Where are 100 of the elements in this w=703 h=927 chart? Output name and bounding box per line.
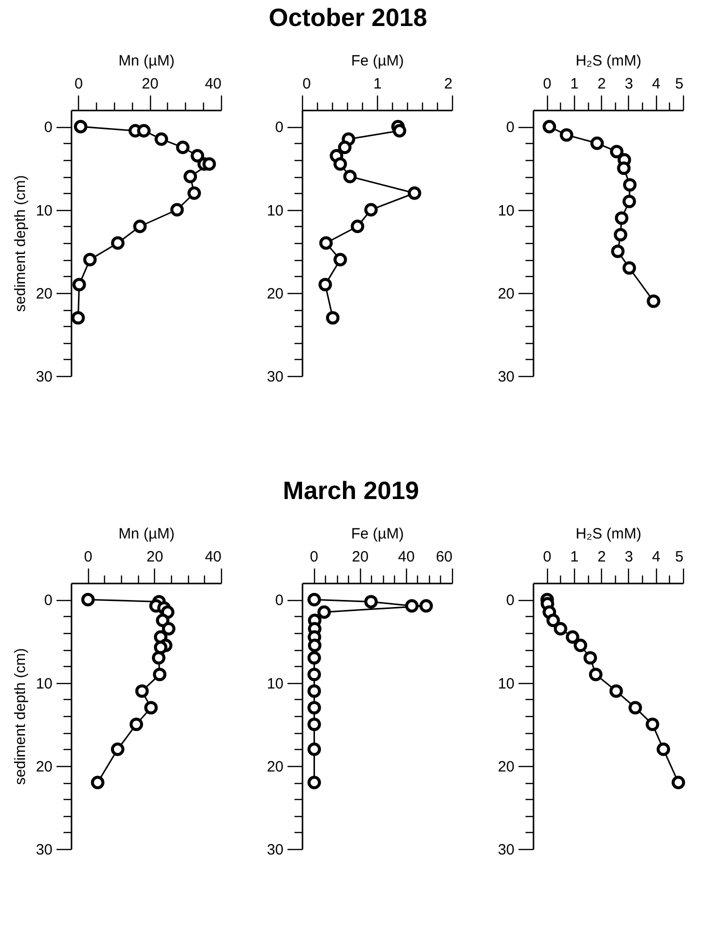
x-axis-title: H₂S (mM): [576, 52, 642, 70]
x-tick-label: 40: [398, 548, 415, 566]
x-tick-label: 0: [302, 76, 311, 92]
point: [111, 236, 125, 250]
y-tick-label: 0: [44, 119, 52, 136]
point: [554, 622, 568, 636]
point: [656, 742, 670, 756]
y-tick-label: 20: [266, 758, 284, 776]
x-tick-label: 1: [570, 548, 579, 566]
point: [72, 278, 86, 292]
y-tick-label: 0: [275, 592, 284, 610]
point: [326, 311, 340, 325]
point: [364, 203, 378, 216]
point: [71, 311, 85, 325]
point: [343, 170, 357, 184]
y-tick-label: 20: [498, 285, 514, 302]
point: [334, 157, 347, 171]
x-tick-label: 20: [146, 548, 164, 566]
point: [154, 640, 168, 654]
chart-title: October 2018: [268, 4, 428, 32]
y-tick-label: 0: [506, 592, 514, 610]
point: [152, 651, 166, 665]
point: [137, 124, 151, 138]
x-axis-title: Mn (µM): [118, 52, 175, 70]
point: [81, 592, 95, 606]
x-tick-label: 5: [675, 548, 684, 566]
x-tick-label: 40: [204, 548, 222, 566]
x-axis-title: Fe (µM): [351, 52, 404, 70]
y-tick-label: 10: [498, 202, 514, 220]
point: [614, 228, 628, 242]
point: [622, 261, 636, 275]
y-tick-label: 10: [36, 675, 52, 692]
point: [611, 244, 625, 258]
x-tick-label: 3: [624, 548, 634, 566]
point: [190, 148, 204, 162]
x-tick-label: 0: [542, 76, 552, 92]
point: [646, 718, 660, 732]
x-tick-label: 4: [652, 548, 660, 566]
point: [83, 252, 97, 266]
x-tick-label: 4: [652, 76, 660, 92]
x-tick-label: 0: [74, 76, 83, 92]
x-tick-label: 2: [598, 548, 606, 566]
point: [154, 132, 168, 146]
point: [74, 120, 88, 134]
point: [392, 124, 406, 138]
x-tick-label: 0: [542, 548, 552, 566]
point: [176, 140, 190, 154]
point: [623, 178, 637, 192]
point: [156, 614, 170, 628]
y-tick-label: 30: [266, 842, 284, 858]
point: [318, 278, 332, 292]
x-tick-label: 40: [204, 76, 222, 92]
point: [152, 668, 166, 682]
x-axis-title: H₂S (mM): [576, 526, 642, 542]
x-axis-title: Fe (µM): [351, 526, 404, 542]
point: [350, 220, 364, 234]
y-tick-label: 20: [498, 758, 514, 776]
point: [184, 170, 198, 184]
y-axis-title: sediment depth (cm): [12, 175, 29, 312]
point: [617, 161, 631, 175]
point: [628, 700, 642, 714]
x-tick-label: 1: [373, 76, 382, 92]
point: [338, 140, 352, 154]
y-tick-label: 30: [498, 368, 514, 386]
point: [90, 776, 104, 790]
y-tick-label: 0: [275, 119, 284, 136]
point: [542, 120, 556, 134]
x-tick-label: 1: [570, 76, 579, 92]
y-tick-label: 10: [36, 202, 52, 220]
point: [622, 194, 636, 208]
point: [584, 651, 598, 665]
y-axis-title: sediment depth (cm): [12, 648, 29, 785]
point: [574, 638, 588, 652]
chart-title: March 2019: [282, 477, 420, 505]
y-tick-label: 20: [36, 758, 52, 776]
x-tick-label: 5: [675, 76, 684, 92]
x-tick-label: 0: [84, 548, 92, 566]
y-tick-label: 30: [36, 368, 52, 386]
point: [646, 294, 660, 308]
point: [334, 252, 347, 266]
point: [110, 742, 124, 756]
point: [614, 211, 628, 225]
x-tick-label: 0: [310, 548, 318, 566]
y-tick-label: 0: [506, 119, 514, 136]
y-tick-label: 20: [266, 285, 284, 302]
point: [144, 700, 158, 714]
point: [162, 622, 176, 636]
point: [590, 136, 604, 150]
point: [588, 668, 602, 682]
point: [170, 203, 184, 216]
y-tick-label: 10: [266, 202, 284, 220]
x-tick-label: 20: [142, 76, 158, 92]
point: [319, 236, 333, 250]
point: [133, 220, 147, 234]
point: [546, 614, 560, 628]
x-axis-title: Mn (µM): [118, 526, 175, 542]
point: [672, 776, 686, 790]
point: [130, 718, 144, 732]
point: [566, 630, 580, 644]
y-tick-label: 30: [498, 842, 514, 858]
